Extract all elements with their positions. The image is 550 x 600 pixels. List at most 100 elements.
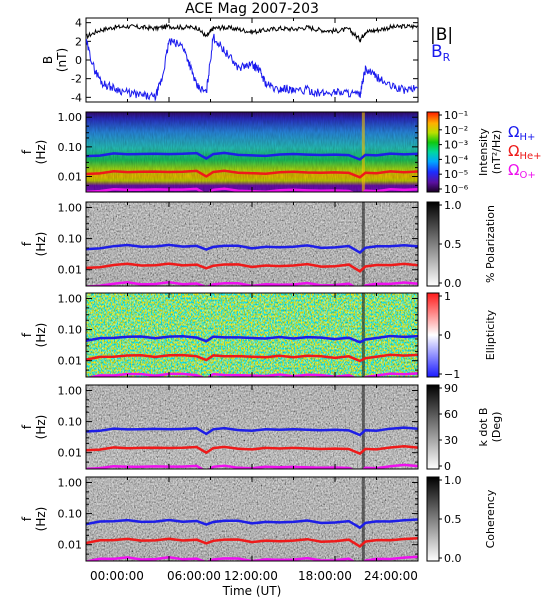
y-tick-label: 0.10 [58, 233, 83, 246]
colorbar [426, 384, 440, 470]
y-axis-label: f [20, 332, 34, 337]
colorbar-tick-label: 1 [444, 290, 451, 303]
y-tick-label: 0.10 [58, 508, 83, 521]
series-br-line [86, 33, 418, 102]
colorbar-label: Coherency [484, 489, 497, 548]
y-tick-label: 1.00 [58, 384, 83, 397]
spectrogram-texture [86, 385, 418, 469]
event-stripe [361, 112, 365, 192]
plot-frame [85, 17, 419, 103]
colorbar-tick-label: 0.5 [444, 238, 462, 251]
omega-h-line [86, 151, 418, 161]
panel-intensity: 1.00 0.10 0.01 f (Hz) 10⁻¹ 10⁻² 10⁻³10⁻⁴ 10⁻⁵ 10⁻… [20, 109, 503, 196]
legend-omega-o: ΩO+ [508, 161, 536, 181]
y-axis-label: f [20, 149, 34, 154]
legend-br: BR [431, 42, 451, 64]
y-tick-label: 4 [75, 17, 82, 30]
panel-b-field: 4 2 0 -2 -4 B (nT) [41, 17, 419, 104]
x-tick-label: 24:00:00 [364, 569, 418, 583]
y-tick-label: -2 [71, 73, 82, 86]
panel-kdotb: 1.00 0.10 0.01 f (Hz) 90 60 30 0 k dot B (Deg) [20, 382, 503, 473]
colorbar-label: % Polarization [484, 205, 497, 283]
colorbar-label: k dot B [477, 408, 490, 447]
colorbar-label: Ellipticity [484, 309, 497, 360]
colorbar-tick-label: 30 [444, 434, 458, 447]
y-axis-label: B [41, 56, 55, 64]
y-axis-units: (Hz) [34, 140, 48, 165]
x-tick-label: 18:00:00 [298, 569, 352, 583]
y-tick-label: 0.01 [58, 355, 83, 368]
colorbar-tick-label: 10⁻⁴ [444, 153, 469, 166]
colorbar-tick-label: 10⁻² [444, 124, 468, 137]
panel-ellipticity: 1.00 0.10 0.01 f (Hz) 1 0 −1 Ellipticity [20, 290, 497, 381]
y-axis-units: (Hz) [34, 232, 48, 257]
omega-h-line [86, 334, 418, 344]
y-tick-label: 0.01 [58, 264, 83, 277]
colorbar-units: (nT²/Hz) [490, 130, 503, 174]
legend-omega-h: ΩH+ [508, 123, 535, 143]
event-stripe [361, 293, 365, 377]
y-tick-label: -4 [71, 91, 82, 104]
colorbar-tick-label: 10⁻¹ [444, 109, 468, 122]
y-tick-label: 2 [75, 35, 82, 48]
spectrogram-texture [86, 293, 418, 377]
y-tick-label: 0.01 [58, 447, 83, 460]
colorbar-tick-label: 0 [444, 460, 451, 473]
colorbar-units: (Deg) [490, 412, 503, 443]
colorbar-tick-label: 10⁻⁵ [444, 168, 468, 181]
colorbar-tick-label: −1 [444, 368, 460, 381]
colorbar-label: Intensity [477, 128, 490, 176]
panel-coherency: 1.00 0.10 0.01 f (Hz) 1.0 0.5 0.0 Coherency [20, 474, 497, 565]
omega-h-line [86, 426, 418, 437]
y-tick-label: 0.10 [58, 416, 83, 429]
omega-h-line [86, 243, 418, 255]
y-axis-units: (nT) [55, 48, 69, 72]
y-tick-label: 0.10 [58, 141, 83, 154]
spectrogram-texture [86, 202, 418, 286]
y-tick-label: 0.01 [58, 171, 83, 184]
y-axis-label: f [20, 241, 34, 246]
colorbar-tick-label: 90 [444, 382, 458, 395]
omega-he-line [86, 262, 418, 273]
x-tick-label: 12:00:00 [224, 569, 278, 583]
y-tick-label: 1.00 [58, 111, 83, 124]
colorbar-tick-label: 1.0 [444, 474, 462, 487]
colorbar-tick-label: 60 [444, 408, 458, 421]
spectrogram-texture [86, 477, 418, 561]
omega-h-line [86, 518, 418, 530]
colorbar [426, 201, 440, 287]
chart-title: ACE Mag 2007-203 [185, 1, 319, 17]
omega-o-line [86, 555, 418, 561]
y-axis-units: (Hz) [34, 323, 48, 348]
colorbar-tick-label: 0.5 [444, 513, 462, 526]
y-axis-units: (Hz) [34, 507, 48, 532]
colorbar-tick-label: 0.0 [444, 277, 462, 290]
event-stripe [361, 202, 365, 286]
colorbar [426, 292, 440, 378]
colorbar-tick-label: 0 [444, 329, 451, 342]
y-tick-label: 1.00 [58, 292, 83, 305]
y-axis-units: (Hz) [34, 415, 48, 440]
y-tick-label: 0.10 [58, 324, 83, 337]
colorbar-tick-label: 0.0 [444, 552, 462, 565]
colorbar-tick-label: 1.0 [444, 199, 462, 212]
spectrogram-texture [86, 112, 418, 192]
colorbar-tick-label: 10⁻³ [444, 139, 468, 152]
legend-bmag: |B| [430, 25, 453, 45]
omega-he-line [86, 537, 418, 548]
omega-he-line [86, 353, 418, 363]
y-tick-label: 0 [75, 54, 82, 67]
x-tick-label: 00:00:00 [90, 569, 144, 583]
x-tick-label: 06:00:00 [167, 569, 221, 583]
panel-polarization: 1.00 0.10 0.01 f (Hz) 1.0 0.5 0.0 % Polarization [20, 199, 497, 290]
x-axis-label: Time (UT) [222, 584, 282, 598]
omega-he-line [86, 169, 418, 179]
colorbar [426, 111, 440, 193]
colorbar-tick-label: 10⁻⁶ [444, 183, 469, 196]
series-bmag-line [86, 22, 418, 43]
y-tick-label: 0.01 [58, 539, 83, 552]
y-axis-label: f [20, 424, 34, 429]
omega-he-line [86, 445, 418, 456]
legend-omega-he: ΩHe+ [508, 142, 542, 162]
event-stripe [361, 477, 365, 561]
